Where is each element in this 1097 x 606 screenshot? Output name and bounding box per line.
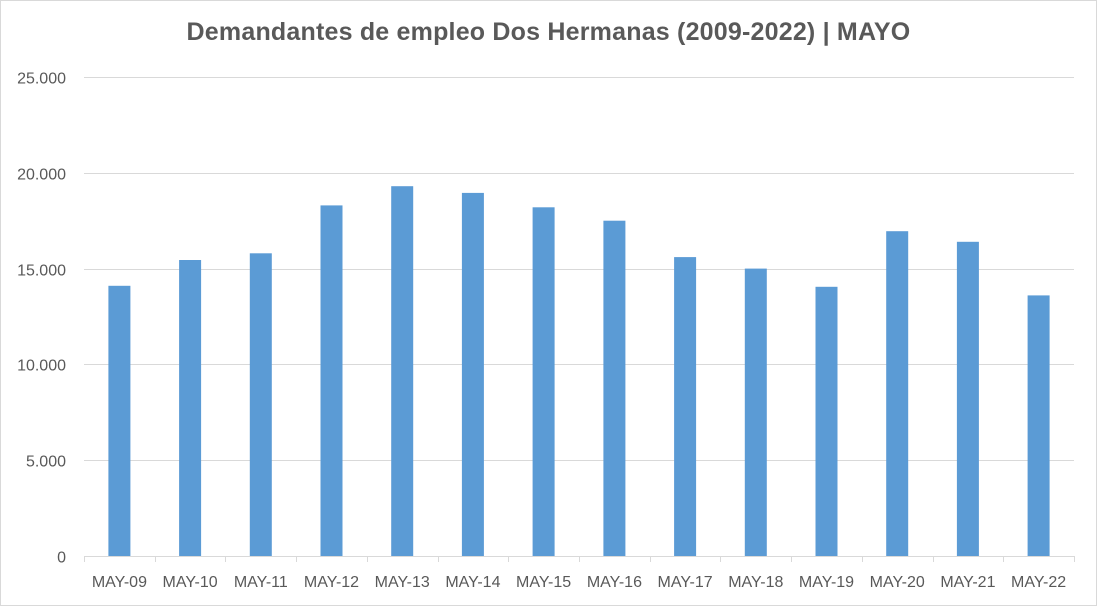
x-tick-label: MAY-15 [516,574,571,591]
y-tick-label: 20.000 [17,167,66,184]
bar-may-09 [108,285,131,556]
bar-may-11 [249,253,272,557]
y-tick-label: 10.000 [17,358,66,375]
x-tick-label: MAY-09 [92,574,147,591]
x-tick-label: MAY-17 [658,574,713,591]
x-tick-label: MAY-13 [375,574,430,591]
x-tick-label: MAY-19 [799,574,854,591]
bar-may-15 [532,207,555,557]
x-tick-label: MAY-22 [1011,574,1066,591]
bar-may-16 [603,220,626,556]
x-tick-label: MAY-16 [587,574,642,591]
bar-may-21 [956,241,979,557]
bar-may-10 [179,260,202,556]
x-axis [84,556,1075,562]
x-tick-label: MAY-21 [940,574,995,591]
bars [108,186,1050,557]
bar-may-13 [391,186,414,556]
x-tick-label: MAY-11 [234,574,288,591]
x-axis-tick-labels: MAY-09 MAY-10 MAY-11 MAY-12 MAY-13 MAY-14 MAY-… [92,574,1066,591]
bar-may-18 [744,268,767,556]
gridlines [84,77,1074,461]
x-tick-label: MAY-14 [445,574,500,591]
bar-may-12 [320,205,343,556]
y-axis-tick-labels: 0 5.000 10.000 15.000 20.000 25.000 [17,71,66,567]
bar-may-19 [815,286,838,556]
y-tick-label: 25.000 [17,71,66,88]
x-tick-label: MAY-10 [163,574,218,591]
y-tick-label: 15.000 [17,263,66,280]
bar-may-17 [674,257,697,556]
x-tick-label: MAY-12 [304,574,359,591]
bar-may-22 [1027,295,1050,556]
chart-title: Demandantes de empleo Dos Hermanas (2009… [186,18,911,46]
bar-may-20 [886,231,909,556]
y-tick-label: 0 [57,550,66,567]
bar-may-14 [461,192,484,556]
x-tick-label: MAY-20 [870,574,925,591]
x-tick-label: MAY-18 [728,574,783,591]
y-tick-label: 5.000 [26,454,66,471]
